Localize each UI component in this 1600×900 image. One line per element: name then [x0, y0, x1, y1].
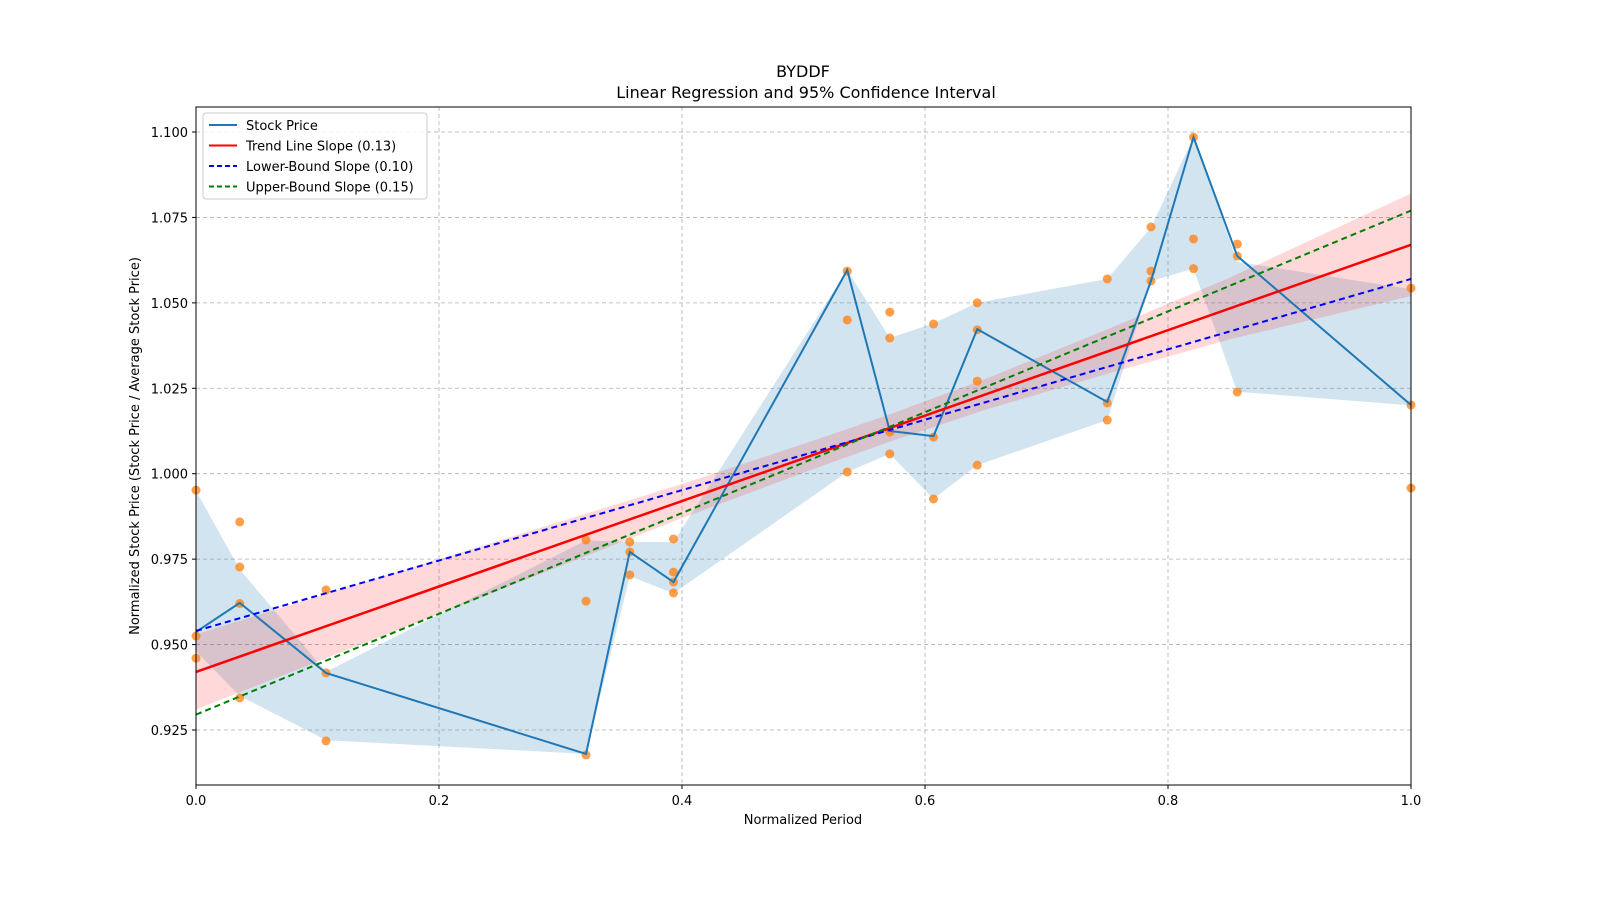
chart-subtitle: Linear Regression and 95% Confidence Int… — [616, 83, 996, 102]
x-tick-label: 1.0 — [1401, 794, 1422, 809]
x-axis: 0.0 0.2 0.4 0.6 0.8 1.0 — [186, 785, 1422, 809]
scatter-point — [1232, 239, 1242, 249]
scatter-point — [842, 467, 852, 477]
legend-label: Trend Line Slope (0.13) — [245, 140, 396, 155]
legend-label: Upper-Bound Slope (0.15) — [246, 181, 414, 196]
y-tick-label: 1.075 — [151, 211, 188, 226]
scatter-point — [668, 588, 678, 598]
legend-label: Lower-Bound Slope (0.10) — [246, 160, 413, 175]
scatter-point — [235, 517, 245, 527]
x-tick-label: 0.0 — [186, 794, 207, 809]
y-tick-label: 0.925 — [151, 724, 188, 739]
x-tick-label: 0.2 — [429, 794, 450, 809]
y-tick-label: 1.000 — [151, 468, 188, 483]
scatter-point — [972, 376, 982, 386]
scatter-point — [885, 307, 895, 317]
lower-bound-line — [195, 277, 1412, 632]
y-tick-label: 1.050 — [151, 297, 188, 312]
y-axis: 0.925 0.950 0.975 1.000 1.025 1.050 1.075 1.100 — [151, 126, 196, 739]
scatter-point — [581, 596, 591, 606]
stock-price-line — [195, 133, 1412, 756]
legend-label: Stock Price — [246, 119, 318, 134]
trend-line — [195, 243, 1412, 674]
scatter-point — [1102, 415, 1112, 425]
scatter-point — [929, 319, 939, 329]
scatter-point — [972, 298, 982, 308]
scatter-point — [321, 736, 331, 746]
x-tick-label: 0.6 — [915, 794, 936, 809]
y-axis-label: Normalized Stock Price (Stock Price / Av… — [128, 257, 143, 635]
legend: Stock Price Trend Line Slope (0.13) Lower-… — [202, 112, 428, 200]
scatter-point — [1232, 387, 1242, 397]
y-tick-label: 0.975 — [151, 553, 188, 568]
scatter-point — [1102, 274, 1112, 284]
scatter-point — [885, 333, 895, 343]
scatter-point — [581, 535, 591, 545]
scatter-point — [321, 585, 331, 595]
y-tick-label: 1.025 — [151, 382, 188, 397]
scatter-point — [885, 449, 895, 459]
scatter-point — [842, 315, 852, 325]
plot-area — [191, 132, 1416, 760]
scatter-point — [972, 460, 982, 470]
scatter-point — [668, 534, 678, 544]
y-tick-label: 0.950 — [151, 639, 188, 654]
legend-box — [202, 112, 428, 200]
scatter-point — [1189, 234, 1199, 244]
scatter-point — [668, 567, 678, 577]
axes-frame — [195, 106, 1412, 786]
scatter-point — [1189, 264, 1199, 274]
stock-price-band — [196, 137, 1411, 754]
scatter-point — [235, 562, 245, 572]
scatter-point — [929, 494, 939, 504]
chart-title: BYDDF — [776, 62, 830, 81]
x-axis-label: Normalized Period — [744, 813, 862, 828]
scatter-point — [235, 693, 245, 703]
x-tick-label: 0.4 — [672, 794, 693, 809]
scatter-point — [625, 570, 635, 580]
scatter-point — [625, 537, 635, 547]
x-tick-label: 0.8 — [1158, 794, 1179, 809]
y-tick-label: 1.100 — [151, 126, 188, 141]
scatter-point — [1146, 222, 1156, 232]
trend-confidence-band — [196, 193, 1411, 710]
